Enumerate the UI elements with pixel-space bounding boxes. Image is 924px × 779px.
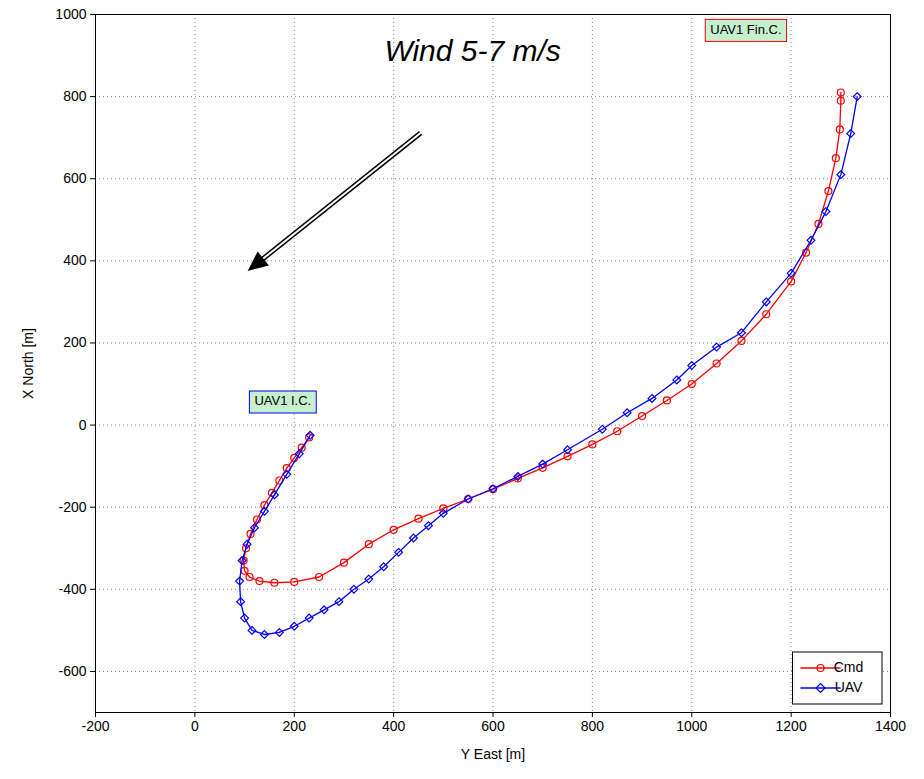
svg-text:800: 800 (63, 88, 87, 104)
svg-text:0: 0 (191, 718, 199, 734)
svg-text:400: 400 (63, 252, 87, 268)
svg-text:0: 0 (79, 417, 87, 433)
svg-text:X North [m]: X North [m] (20, 328, 36, 399)
svg-text:UAV1 Fin.C.: UAV1 Fin.C. (710, 22, 781, 37)
svg-text:1200: 1200 (776, 718, 807, 734)
svg-text:800: 800 (581, 718, 605, 734)
svg-text:UAV1 I.C.: UAV1 I.C. (254, 393, 311, 408)
svg-text:-200: -200 (81, 718, 109, 734)
svg-text:-400: -400 (58, 581, 86, 597)
svg-text:200: 200 (283, 718, 307, 734)
svg-text:-600: -600 (58, 663, 86, 679)
svg-text:400: 400 (382, 718, 406, 734)
svg-text:Wind 5-7 m/s: Wind 5-7 m/s (384, 34, 560, 67)
svg-text:600: 600 (481, 718, 505, 734)
svg-text:Cmd: Cmd (834, 659, 864, 675)
svg-text:1400: 1400 (875, 718, 906, 734)
svg-text:UAV: UAV (835, 679, 863, 695)
svg-text:Y East [m]: Y East [m] (461, 746, 525, 762)
svg-text:600: 600 (63, 170, 87, 186)
svg-text:1000: 1000 (676, 718, 707, 734)
svg-text:200: 200 (63, 334, 87, 350)
svg-text:1000: 1000 (55, 6, 86, 22)
svg-text:-200: -200 (58, 499, 86, 515)
